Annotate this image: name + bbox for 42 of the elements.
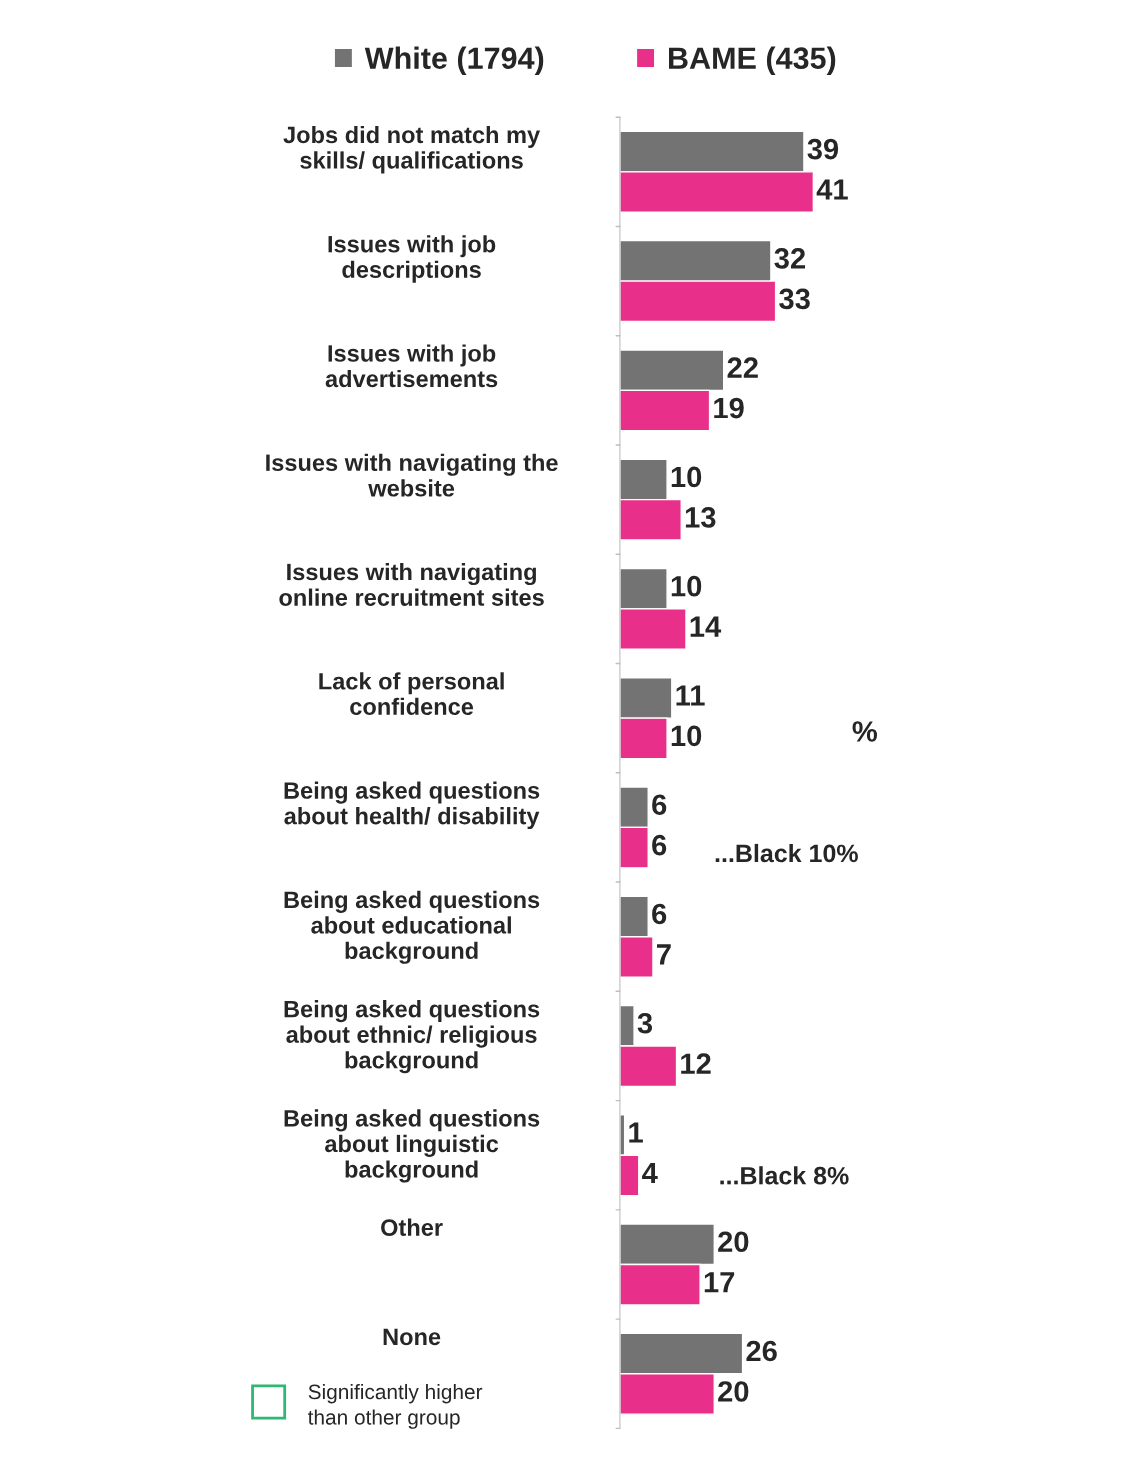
y-tick-label: Issues with job descriptions: [328, 235, 496, 283]
y-tick-label: Lack of personal confidence: [319, 672, 504, 716]
y-tick-label: Other: [381, 1218, 443, 1236]
data-label: 3: [637, 1012, 653, 1034]
data-label: 1: [629, 1122, 643, 1143]
data-label: 10: [671, 725, 702, 747]
data-label: 11: [676, 685, 705, 706]
data-label: 6: [652, 794, 667, 816]
data-label: 4: [642, 1162, 658, 1183]
legend-label: BAME (435): [669, 46, 836, 76]
y-tick-label: Being asked questions about health/ disability: [284, 781, 540, 830]
y-tick-label: Being asked questions about linguistic background: [284, 1109, 540, 1183]
y-tick-label: Being asked questions about ethnic/ religious background: [284, 1000, 540, 1074]
y-tick-label: Issues with navigating online recruitment sites: [279, 563, 544, 606]
y-tick-label: None: [383, 1328, 441, 1346]
data-label: 6: [652, 834, 667, 856]
data-label: 41: [816, 179, 848, 200]
data-label: 33: [779, 288, 810, 310]
data-label: 6: [652, 903, 667, 925]
legend-label: White (1794): [364, 46, 544, 76]
text: Significantly higher than other group: [307, 1383, 483, 1429]
y-tick-label: Issues with navigating the website: [266, 453, 558, 497]
data-label: 19: [714, 397, 744, 419]
text: %: [852, 721, 877, 742]
data-label: 17: [704, 1272, 735, 1293]
data-label: 20: [718, 1231, 749, 1253]
data-label: 22: [727, 357, 758, 378]
data-label: 7: [657, 944, 671, 965]
data-label: 39: [807, 138, 839, 160]
data-label: 10: [671, 466, 702, 488]
data-label: 10: [671, 575, 702, 597]
data-label: 12: [681, 1053, 711, 1074]
y-tick-label: Issues with job advertisements: [325, 344, 498, 388]
data-label: 26: [746, 1340, 777, 1362]
data-label: 32: [774, 248, 805, 269]
y-tick-label: Jobs did not match my skills/ qualifications: [283, 125, 541, 174]
data-label: 14: [690, 616, 722, 637]
data-label: 20: [718, 1381, 749, 1402]
data-label: 13: [685, 507, 716, 528]
annotation: ...Black 8%: [720, 1166, 849, 1185]
annotation: ...Black 10%: [715, 843, 858, 863]
y-tick-label: Being asked questions about educational background: [284, 890, 540, 964]
